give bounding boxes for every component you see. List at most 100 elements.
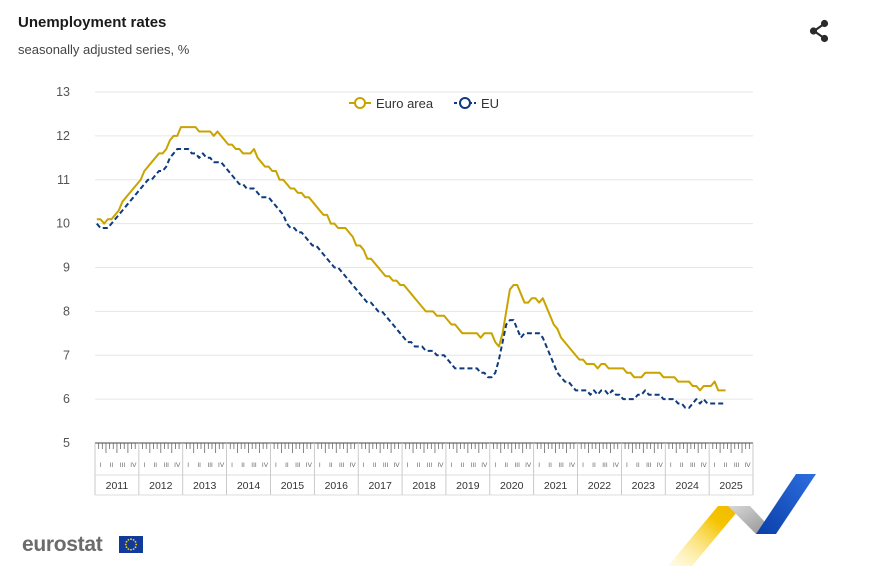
year-label: 2011	[106, 480, 129, 492]
decorative-ribbon	[668, 474, 816, 566]
y-tick-label: 8	[63, 304, 70, 318]
quarter-label: II	[329, 462, 333, 469]
year-label: 2019	[456, 480, 480, 492]
year-label: 2021	[544, 480, 568, 492]
y-tick-label: 9	[63, 261, 70, 275]
quarter-label: II	[548, 462, 552, 469]
year-label: 2012	[149, 480, 173, 492]
gridlines	[95, 91, 753, 400]
share-icon[interactable]	[806, 18, 832, 44]
quarter-label: III	[734, 462, 740, 469]
year-label: 2018	[412, 480, 436, 492]
quarter-label: IV	[350, 462, 357, 469]
quarter-label: I	[494, 462, 496, 469]
y-tick-label: 10	[56, 217, 70, 231]
quarter-label: IV	[174, 462, 181, 469]
quarter-label: II	[504, 462, 508, 469]
y-axis: 5 6 7 8 9 10 11 12 13	[56, 85, 70, 450]
quarter-label: IV	[613, 462, 620, 469]
legend-label[interactable]: EU	[481, 96, 499, 111]
quarter-label: II	[680, 462, 684, 469]
series-line[interactable]	[96, 126, 726, 392]
quarter-label: III	[295, 462, 301, 469]
quarter-label: III	[471, 462, 477, 469]
x-axis: I II III IV I II III IV I II III IV I II III IV I II III IV…	[94, 442, 754, 496]
quarter-label: I	[582, 462, 584, 469]
year-label: 2024	[676, 480, 700, 492]
year-label: 2015	[281, 480, 305, 492]
quarter-label: I	[451, 462, 453, 469]
legend-label[interactable]: Euro area	[376, 96, 434, 111]
quarter-label: IV	[744, 462, 751, 469]
chart-title: Unemployment rates	[18, 14, 167, 31]
legend-marker	[354, 97, 366, 109]
y-tick-label: 13	[56, 85, 70, 99]
y-tick-label: 7	[63, 348, 70, 362]
quarter-label: I	[100, 462, 102, 469]
quarter-label: IV	[218, 462, 225, 469]
legend[interactable]: Euro area EU	[349, 96, 499, 111]
quarter-label: II	[724, 462, 728, 469]
quarter-label: I	[626, 462, 628, 469]
y-tick-label: 11	[57, 173, 70, 187]
year-label: 2016	[325, 480, 349, 492]
y-tick-label: 6	[63, 392, 70, 406]
quarter-label: III	[383, 462, 389, 469]
quarter-label: I	[538, 462, 540, 469]
quarter-label: III	[427, 462, 433, 469]
year-label: 2023	[632, 480, 656, 492]
quarter-label: I	[187, 462, 189, 469]
y-tick-label: 5	[63, 436, 70, 450]
y-tick-label: 12	[56, 129, 70, 143]
year-label: 2025	[719, 480, 743, 492]
year-label: 2013	[193, 480, 217, 492]
quarter-label: III	[602, 462, 608, 469]
quarter-label: I	[714, 462, 716, 469]
quarter-label: IV	[657, 462, 664, 469]
quarter-label: III	[251, 462, 257, 469]
year-label: 2020	[500, 480, 524, 492]
quarter-label: III	[690, 462, 696, 469]
quarter-label: I	[231, 462, 233, 469]
quarter-label: III	[120, 462, 126, 469]
quarter-label: II	[373, 462, 377, 469]
quarter-label: III	[558, 462, 564, 469]
quarter-label: IV	[306, 462, 313, 469]
quarter-label: II	[241, 462, 245, 469]
series-lines	[96, 126, 726, 409]
quarter-label: II	[592, 462, 596, 469]
eu-flag-icon	[119, 536, 143, 553]
quarter-label: II	[636, 462, 640, 469]
quarter-label: IV	[701, 462, 708, 469]
year-label: 2014	[237, 480, 261, 492]
legend-marker	[459, 97, 471, 109]
series-line[interactable]	[96, 148, 726, 409]
quarter-label: I	[319, 462, 321, 469]
quarter-label: III	[515, 462, 521, 469]
quarter-label: IV	[262, 462, 269, 469]
quarter-label: IV	[569, 462, 576, 469]
quarter-label: III	[207, 462, 213, 469]
quarter-label: IV	[525, 462, 532, 469]
chart-subtitle: seasonally adjusted series, %	[18, 42, 190, 57]
quarter-label: III	[164, 462, 170, 469]
quarter-label: II	[285, 462, 289, 469]
quarter-label: IV	[394, 462, 401, 469]
eurostat-logo-text: eurostat	[22, 533, 103, 556]
quarter-label: IV	[481, 462, 488, 469]
quarter-label: III	[646, 462, 652, 469]
quarter-label: I	[407, 462, 409, 469]
year-label: 2017	[368, 480, 392, 492]
quarter-label: II	[154, 462, 158, 469]
quarter-label: I	[143, 462, 145, 469]
quarter-label: II	[110, 462, 114, 469]
quarter-label: II	[461, 462, 465, 469]
year-label: 2022	[588, 480, 612, 492]
quarter-label: IV	[130, 462, 137, 469]
quarter-label: IV	[437, 462, 444, 469]
quarter-label: II	[417, 462, 421, 469]
quarter-label: I	[670, 462, 672, 469]
quarter-label: II	[197, 462, 201, 469]
quarter-label: I	[363, 462, 365, 469]
